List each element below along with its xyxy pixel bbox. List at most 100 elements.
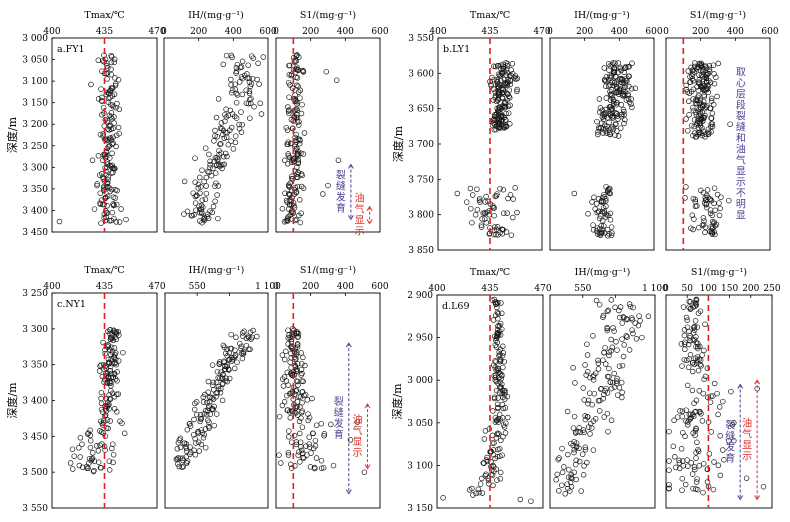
data-point [71, 453, 77, 459]
data-point [500, 65, 506, 72]
data-point [220, 61, 227, 68]
data-point [626, 347, 633, 353]
data-point [498, 375, 504, 382]
data-point [184, 426, 191, 433]
data-point [469, 192, 476, 198]
data-point [702, 224, 709, 230]
data-point [583, 372, 589, 378]
data-point [488, 459, 494, 465]
data-point [219, 397, 226, 404]
data-point [602, 344, 608, 351]
data-point [601, 414, 607, 420]
data-point [573, 476, 579, 483]
data-point [196, 218, 203, 224]
data-point [115, 358, 122, 364]
data-point [698, 115, 705, 121]
data-point [672, 454, 678, 460]
data-point [97, 131, 104, 138]
data-point [495, 404, 501, 411]
data-point [587, 431, 593, 437]
data-point [111, 354, 117, 361]
data-point [280, 383, 287, 389]
data-point [610, 98, 617, 105]
data-point [687, 305, 694, 312]
data-point [689, 471, 696, 477]
data-point [700, 215, 707, 221]
data-point [682, 481, 689, 488]
data-point [599, 217, 606, 224]
annotation-char: 显 [353, 436, 363, 448]
data-point [605, 428, 611, 435]
data-point [237, 340, 243, 347]
data-point [115, 391, 122, 397]
data-point [666, 428, 672, 435]
data-point [708, 115, 714, 121]
data-point [490, 205, 496, 211]
data-point [598, 386, 604, 392]
data-point [215, 183, 221, 189]
data-point [687, 79, 694, 85]
data-point [223, 52, 230, 59]
data-point [498, 113, 504, 120]
data-point [210, 203, 217, 210]
data-point [689, 212, 696, 219]
data-point [632, 85, 639, 92]
data-point [478, 222, 485, 228]
data-point [498, 69, 505, 76]
data-point [475, 486, 482, 493]
data-point [615, 133, 622, 139]
data-point [217, 125, 224, 132]
data-point [291, 432, 298, 439]
data-point [300, 454, 306, 461]
data-point [299, 408, 306, 414]
data-point [108, 217, 115, 224]
data-point [479, 490, 486, 496]
data-point [244, 71, 250, 77]
data-point [492, 224, 498, 230]
data-point [689, 368, 696, 375]
outlier-point [335, 157, 342, 164]
data-point [492, 342, 499, 349]
data-point [678, 341, 685, 347]
data-point [193, 440, 199, 446]
data-point [108, 71, 115, 78]
data-point [505, 110, 512, 116]
data-point [503, 67, 510, 73]
data-point [233, 334, 239, 341]
data-point [595, 366, 602, 372]
data-point [107, 396, 114, 402]
x-tick-label: 200 [190, 27, 207, 37]
point-group [682, 60, 733, 238]
data-point [562, 491, 568, 497]
data-point [571, 449, 577, 456]
data-point [299, 399, 305, 406]
annotation-char: 段 [736, 99, 746, 112]
data-point [684, 357, 690, 364]
x-tick-label: 470 [534, 284, 551, 294]
data-point [111, 328, 117, 335]
data-point [463, 199, 470, 205]
data-point [108, 59, 115, 66]
data-point [493, 418, 500, 424]
data-point [590, 227, 597, 233]
data-point [201, 215, 208, 222]
data-point [684, 382, 691, 389]
data-point [210, 165, 216, 172]
data-point [497, 320, 504, 327]
data-point [111, 354, 118, 360]
data-point [561, 464, 567, 470]
data-point [297, 197, 303, 203]
data-point [507, 192, 514, 198]
data-point [604, 410, 611, 417]
data-point [499, 373, 505, 379]
data-point [299, 378, 305, 384]
data-point [309, 395, 315, 402]
data-point [554, 471, 560, 478]
data-point [215, 215, 221, 222]
data-point [731, 437, 737, 444]
data-point [218, 141, 224, 147]
outlier-point [731, 420, 737, 426]
data-point [584, 341, 590, 347]
